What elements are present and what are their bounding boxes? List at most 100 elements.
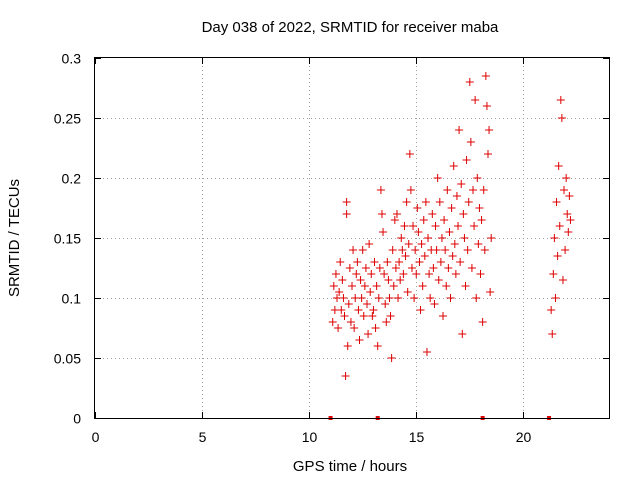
data-point — [487, 234, 496, 242]
data-point — [443, 186, 452, 194]
data-point — [466, 138, 475, 146]
data-point — [396, 276, 405, 284]
data-point — [372, 282, 381, 290]
data-point — [367, 270, 376, 278]
data-point — [389, 282, 398, 290]
data-point — [472, 294, 481, 302]
data-point — [352, 270, 361, 278]
data-point — [366, 288, 375, 296]
data-point — [348, 282, 356, 290]
data-point — [343, 342, 352, 350]
y-tick-label: 0.2 — [62, 171, 82, 187]
data-point — [414, 228, 423, 236]
data-point — [422, 348, 431, 356]
data-point — [402, 198, 411, 206]
data-point — [450, 240, 459, 248]
data-point — [437, 234, 446, 242]
data-point — [383, 258, 392, 266]
data-point — [426, 294, 435, 302]
data-point — [454, 222, 463, 230]
data-point — [436, 258, 445, 266]
data-point — [552, 198, 561, 206]
data-point — [451, 270, 460, 278]
data-point — [424, 234, 433, 242]
y-axis-label: SRMTID / TECUs — [6, 179, 23, 297]
data-point — [387, 354, 396, 362]
data-point — [399, 270, 408, 278]
data-point — [430, 300, 439, 308]
data-point — [380, 270, 389, 278]
data-point — [358, 246, 367, 254]
data-point — [397, 234, 406, 242]
data-point — [328, 318, 337, 326]
x-axis-label: GPS time / hours — [293, 458, 407, 475]
data-point — [418, 282, 427, 290]
x-tick-label: 5 — [199, 429, 207, 445]
data-point — [382, 318, 391, 326]
data-point — [561, 246, 570, 254]
data-point — [403, 288, 412, 296]
data-point — [480, 246, 489, 254]
data-point — [459, 210, 468, 218]
data-point — [361, 264, 370, 272]
data-point — [465, 78, 474, 86]
data-point — [391, 264, 400, 272]
data-points — [328, 72, 575, 420]
x-tick-label: 0 — [92, 429, 100, 445]
data-point — [431, 222, 440, 230]
data-point — [381, 300, 390, 308]
data-point — [553, 252, 562, 260]
y-tick-label: 0.1 — [62, 291, 82, 307]
data-point — [549, 270, 558, 278]
data-point — [563, 210, 572, 218]
data-point — [470, 222, 479, 230]
data-point — [457, 180, 466, 188]
data-point — [365, 240, 374, 248]
data-point — [421, 198, 430, 206]
data-point — [374, 294, 383, 302]
data-point — [467, 264, 476, 272]
data-point — [335, 288, 344, 296]
data-point — [554, 162, 563, 170]
data-point — [364, 330, 373, 338]
data-point — [464, 198, 473, 206]
data-point — [564, 228, 573, 236]
data-point — [458, 330, 467, 338]
y-tick-label: 0.05 — [54, 351, 81, 367]
data-point — [400, 222, 409, 230]
data-point — [481, 72, 490, 80]
data-point — [428, 210, 437, 218]
data-point — [360, 282, 369, 290]
data-point — [425, 270, 434, 278]
data-point — [456, 258, 465, 266]
data-point — [550, 234, 559, 242]
y-tick-label: 0.25 — [54, 111, 81, 127]
data-point — [486, 288, 495, 296]
data-point — [461, 282, 470, 290]
data-point — [338, 276, 347, 284]
data-point — [433, 174, 442, 182]
data-point — [479, 186, 488, 194]
data-point — [432, 246, 441, 254]
data-point — [473, 174, 482, 182]
data-point — [551, 294, 560, 302]
data-point — [392, 210, 401, 218]
data-point — [345, 264, 354, 272]
data-point — [441, 246, 450, 254]
data-point — [409, 222, 418, 230]
y-tick-label: 0 — [73, 411, 81, 427]
data-point — [455, 126, 464, 134]
data-point — [474, 240, 483, 248]
chart-title: Day 038 of 2022, SRMTID for receiver mab… — [202, 19, 499, 36]
data-point — [346, 318, 355, 326]
data-point — [476, 270, 485, 278]
data-point — [448, 252, 457, 260]
data-point — [411, 246, 420, 254]
data-point — [434, 276, 443, 284]
data-point — [485, 126, 494, 134]
data-point — [371, 324, 380, 332]
data-point — [440, 216, 449, 224]
data-point — [445, 228, 454, 236]
data-point — [560, 186, 569, 194]
